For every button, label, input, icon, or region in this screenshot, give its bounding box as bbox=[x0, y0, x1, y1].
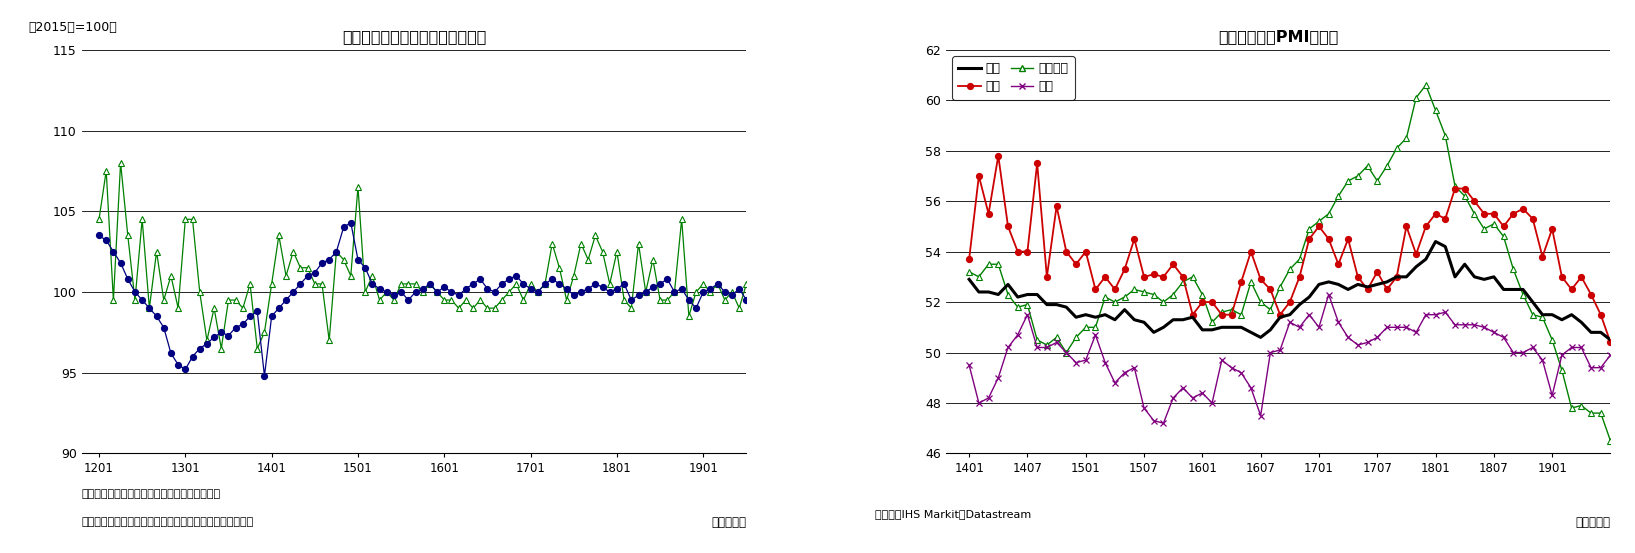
Text: （出所）IHS Markit，Datastream: （出所）IHS Markit，Datastream bbox=[875, 509, 1032, 519]
Title: 図６　鉱工業生産と輸出数量指数: 図６ 鉱工業生産と輸出数量指数 bbox=[342, 29, 486, 44]
Legend: 世界, 米国, ユーロ圏, 中国: 世界, 米国, ユーロ圏, 中国 bbox=[952, 56, 1074, 100]
Title: 図７　製造業PMIの推移: 図７ 製造業PMIの推移 bbox=[1218, 29, 1339, 44]
Text: （資料）経済産業省「鉱工業指数」、財務省「貿易統計」: （資料）経済産業省「鉱工業指数」、財務省「貿易統計」 bbox=[82, 517, 253, 527]
Text: （注）輸出数量指数の季節調整は内閣府による: （注）輸出数量指数の季節調整は内閣府による bbox=[82, 489, 221, 499]
Text: （2015年=100）: （2015年=100） bbox=[28, 20, 118, 34]
Text: （年・月）: （年・月） bbox=[1576, 516, 1610, 529]
Text: （年・月）: （年・月） bbox=[711, 516, 747, 529]
